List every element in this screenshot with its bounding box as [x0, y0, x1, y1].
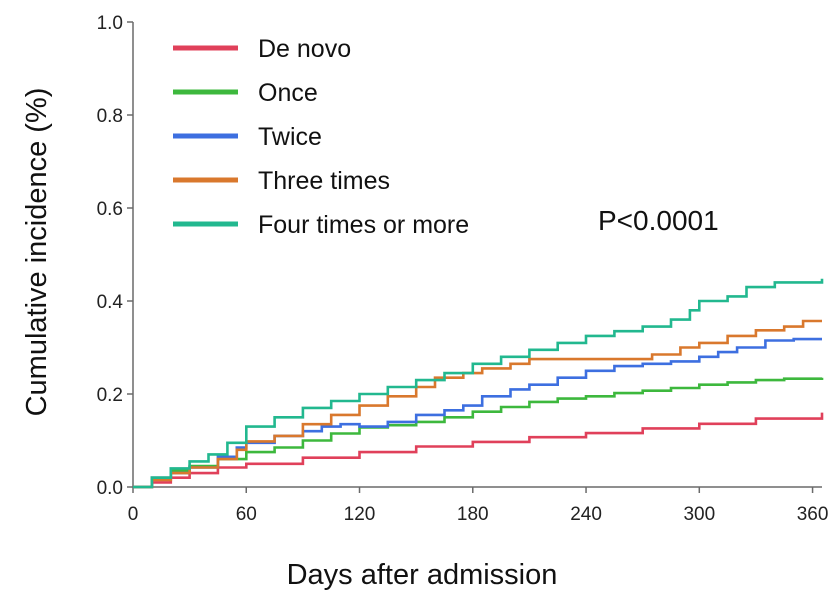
series-line-4	[133, 278, 824, 489]
legend-label-2: Twice	[258, 123, 322, 151]
y-axis-title: Cumulative incidence (%)	[21, 88, 53, 417]
legend: De novo Once Twice Three times Four times or…	[173, 35, 469, 239]
x-tick-label: 360	[797, 504, 829, 525]
legend-label-3: Three times	[258, 167, 390, 195]
p-value-annotation: P<0.0001	[598, 205, 719, 236]
x-axis-title: Days after admission	[287, 559, 558, 590]
y-tick-label: 0.2	[97, 385, 123, 406]
axes: 0.0 0.2 0.4 0.6 0.8 1.0 0 60 120 180 240 300 360	[97, 13, 829, 525]
x-tick-label: 180	[457, 504, 489, 525]
y-tick-label: 0.4	[97, 292, 124, 313]
legend-label-4: Four times or more	[258, 211, 469, 239]
y-tick-label: 1.0	[97, 13, 123, 34]
y-tick-label: 0.6	[97, 199, 123, 220]
legend-label-0: De novo	[258, 35, 351, 63]
x-tick-label: 60	[236, 504, 257, 525]
series-line-0	[133, 412, 824, 489]
legend-label-1: Once	[258, 79, 318, 107]
series-line-2	[133, 337, 822, 489]
x-tick-label: 0	[128, 504, 139, 525]
x-tick-label: 300	[683, 504, 715, 525]
series-lines	[133, 278, 824, 489]
series-line-1	[133, 377, 824, 489]
y-tick-label: 0.8	[97, 106, 123, 127]
series-line-3	[133, 319, 822, 489]
y-tick-label: 0.0	[97, 478, 123, 499]
x-tick-label: 240	[570, 504, 602, 525]
x-tick-label: 120	[344, 504, 376, 525]
